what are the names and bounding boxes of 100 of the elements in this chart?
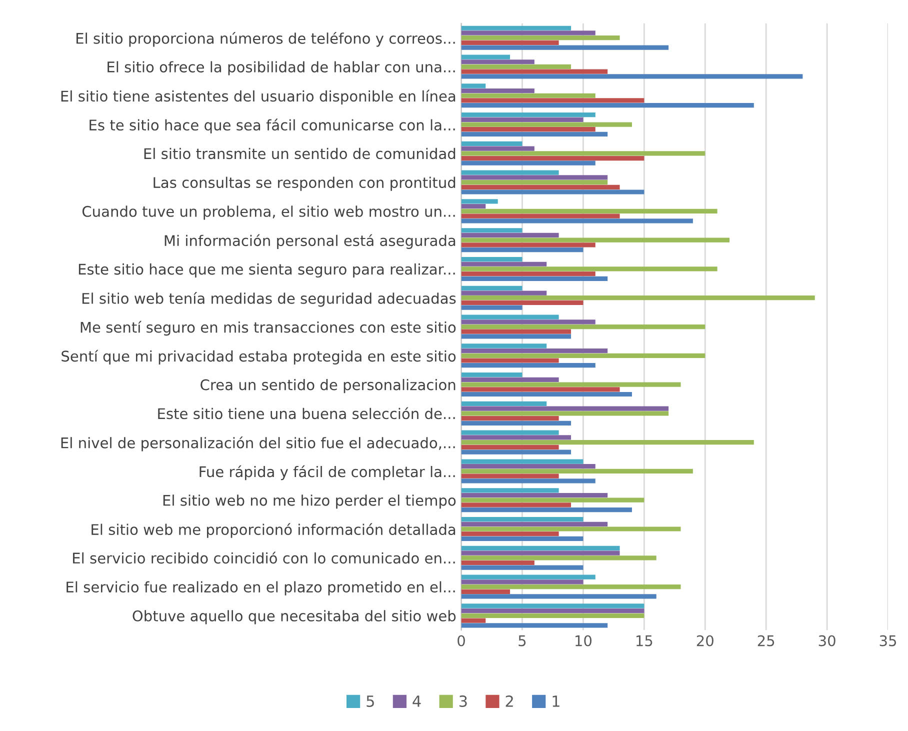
bar <box>461 594 656 599</box>
bar <box>461 190 644 194</box>
bar <box>461 54 510 60</box>
bar <box>461 141 522 146</box>
y-tick-label: El sitio ofrece la posibilidad de hablar con una... <box>108 61 455 76</box>
bar <box>461 314 559 320</box>
bar <box>461 532 559 536</box>
bar <box>461 60 534 64</box>
bar <box>461 151 706 156</box>
bar <box>461 320 596 324</box>
y-tick-label: El servicio recibido coincidió con lo comunicado en... <box>73 552 455 564</box>
bar <box>461 262 547 266</box>
bar <box>461 372 522 378</box>
x-tick-label: 5 <box>518 635 526 646</box>
bar <box>461 204 486 209</box>
bar <box>461 363 596 368</box>
bar <box>461 508 632 512</box>
legend-label: 2 <box>506 695 513 707</box>
bar <box>461 160 596 166</box>
bar <box>461 565 584 570</box>
bar <box>461 127 596 132</box>
bar <box>461 112 596 118</box>
bar <box>461 132 608 137</box>
x-tick-label: 10 <box>576 635 592 646</box>
bar <box>461 450 571 454</box>
bar <box>461 498 644 502</box>
bar <box>461 546 620 550</box>
y-tick-label: Mi información personal está asegurada <box>164 234 456 249</box>
bar <box>461 199 498 204</box>
bar <box>461 623 608 628</box>
bar <box>461 488 559 493</box>
bar <box>461 608 644 614</box>
bar <box>461 180 608 185</box>
y-tick-label: El nivel de personalización del sitio fue el adecuado,... <box>61 436 455 452</box>
y-tick-label: Este sitio tiene una buena selección de... <box>158 407 455 420</box>
bar <box>461 411 669 416</box>
x-tick-label: 35 <box>880 635 896 646</box>
y-tick-label: Sentí que mi privacidad estaba protegida en este sitio <box>62 350 456 365</box>
bar <box>461 556 656 560</box>
bar <box>461 290 547 296</box>
x-tick-label: 15 <box>636 635 652 646</box>
bar <box>461 175 608 180</box>
bar <box>461 256 522 262</box>
bar <box>461 382 681 387</box>
legend-label: 5 <box>366 696 374 707</box>
bar <box>461 459 584 464</box>
bar <box>461 478 596 484</box>
bar <box>461 334 571 339</box>
bar <box>461 300 584 306</box>
bar <box>461 618 486 623</box>
bar <box>461 296 815 300</box>
y-tick-label: Obtuve aquello que necesitaba del sitio web <box>132 610 456 624</box>
bar <box>461 170 559 175</box>
bar <box>461 36 620 40</box>
bar <box>461 232 559 238</box>
x-tick-label: 20 <box>696 635 714 646</box>
bar <box>461 392 632 397</box>
bar <box>461 492 608 498</box>
bar <box>461 440 754 445</box>
x-tick-label: 25 <box>758 635 774 646</box>
bar <box>461 30 596 36</box>
y-tick-label: Fue rápida y fácil de completar la... <box>200 465 455 480</box>
bar <box>461 228 522 233</box>
bar <box>461 272 596 276</box>
bar <box>461 64 571 70</box>
bar <box>461 560 534 566</box>
bar <box>461 103 754 108</box>
bar <box>461 98 644 103</box>
bar <box>461 550 620 556</box>
bar <box>461 377 559 382</box>
bar <box>461 40 559 45</box>
bar <box>461 387 620 392</box>
bar <box>461 93 596 98</box>
bar <box>461 522 608 526</box>
bar <box>461 214 620 218</box>
bar <box>461 238 730 242</box>
bar <box>461 184 620 190</box>
bar <box>461 74 803 79</box>
bar <box>461 45 669 50</box>
y-tick-label: Me sentí seguro en mis transacciones con este sitio <box>80 320 456 336</box>
x-tick-label: 30 <box>818 635 836 646</box>
bar <box>461 26 571 30</box>
bar <box>461 420 571 426</box>
bar <box>461 502 571 508</box>
bar <box>461 516 584 522</box>
bar <box>461 604 644 608</box>
bar <box>461 613 644 618</box>
bar <box>461 218 693 224</box>
bar <box>461 526 681 532</box>
bar <box>461 276 608 281</box>
bar <box>461 430 559 435</box>
y-tick-label: El sitio proporciona números de teléfono y correos... <box>76 32 455 47</box>
bar <box>461 247 584 252</box>
bar <box>461 324 706 330</box>
bar <box>461 468 693 474</box>
y-tick-label: El sitio web me proporcionó información detallada <box>92 523 456 538</box>
bar <box>461 117 584 122</box>
legend-label: 1 <box>552 696 560 707</box>
bar <box>461 266 718 272</box>
y-tick-label: Crea un sentido de personalizacion <box>200 379 456 394</box>
